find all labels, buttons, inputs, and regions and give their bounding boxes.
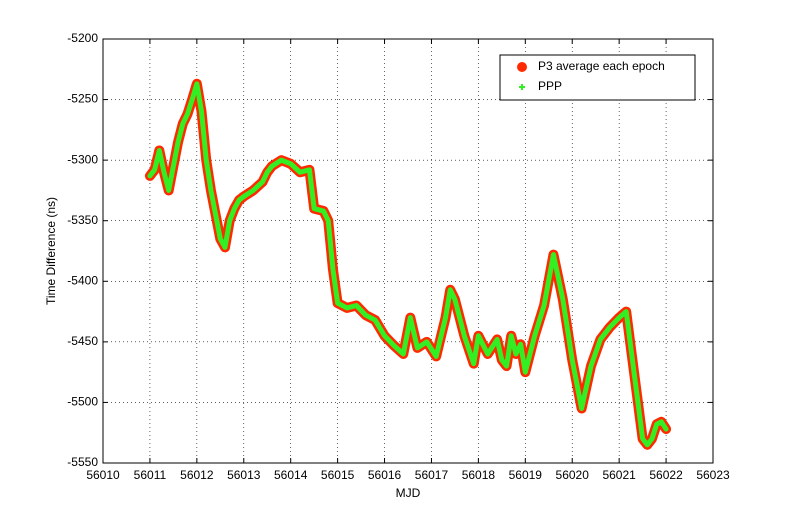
y-tick-label: -5250 (67, 92, 98, 106)
x-axis-label: MJD (396, 486, 421, 500)
legend-label: P3 average each epoch (538, 59, 665, 73)
x-tick-label: 56013 (227, 468, 261, 482)
series-line (147, 81, 669, 448)
y-tick-label: -5550 (67, 455, 98, 469)
y-tick-label: -5400 (67, 273, 98, 287)
x-tick-label: 56017 (415, 468, 449, 482)
legend-box (499, 54, 696, 101)
x-tick-label: 56023 (696, 468, 730, 482)
x-tick-label: 56021 (602, 468, 636, 482)
plot-frame (102, 38, 714, 464)
x-tick-label: 56011 (134, 468, 167, 482)
y-tick-label: -5200 (67, 31, 98, 45)
y-tick-label: -5450 (67, 334, 98, 348)
x-tick-label: 56012 (180, 468, 214, 482)
x-tick-label: 56019 (509, 468, 543, 482)
legend-label: PPP (538, 79, 562, 93)
legend-marker (517, 62, 527, 72)
x-tick-label: 56020 (556, 468, 590, 482)
y-tick-label: -5350 (67, 213, 98, 227)
y-axis-label: Time Difference (ns) (44, 197, 58, 305)
x-tick-label: 56010 (86, 468, 120, 482)
y-tick-label: -5300 (67, 152, 98, 166)
x-tick-label: 56018 (462, 468, 496, 482)
x-tick-label: 56016 (368, 468, 402, 482)
x-tick-label: 56022 (649, 468, 683, 482)
legend: P3 average each epoch PPP (499, 54, 696, 101)
x-tick-label: 56015 (321, 468, 355, 482)
x-tick-label: 56014 (274, 468, 308, 482)
y-tick-label: -5500 (67, 395, 98, 409)
